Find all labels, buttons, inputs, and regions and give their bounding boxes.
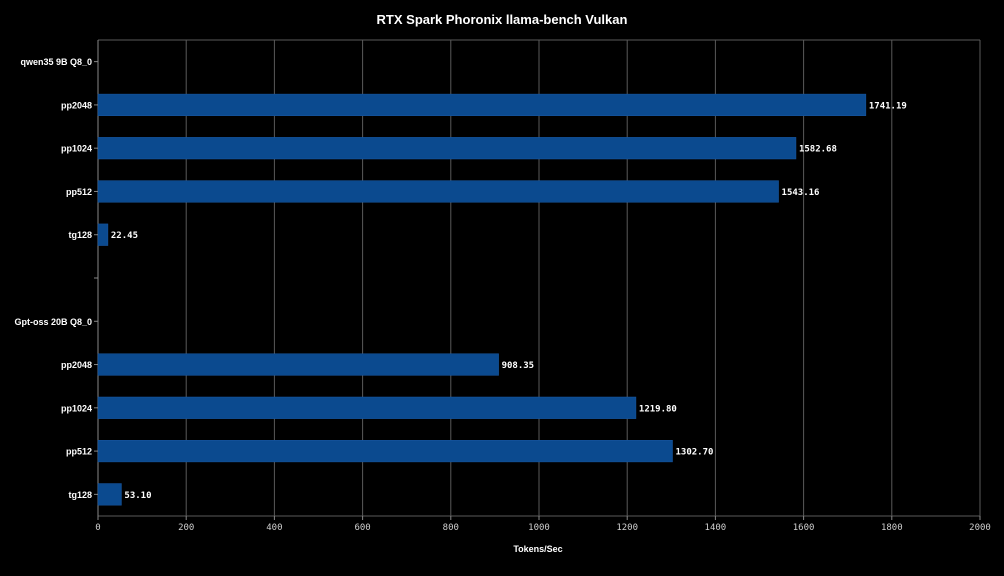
category-label: pp2048 (61, 100, 92, 110)
bar-value-label: 1543.16 (782, 188, 820, 198)
bar-value-label: 22.45 (111, 231, 138, 241)
category-label: tg128 (68, 230, 92, 240)
bar (97, 396, 637, 419)
x-tick-label: 1400 (705, 523, 727, 533)
x-tick-label: 1200 (616, 523, 638, 533)
x-axis-ticks: 0 200 400 600 800 1000 1200 1400 1600 1800 2000 (95, 516, 991, 533)
x-tick-label: 200 (178, 523, 194, 533)
x-tick-label: 1600 (793, 523, 815, 533)
bar (97, 180, 779, 203)
category-label: tg128 (68, 490, 92, 500)
bar-value-label: 1219.80 (639, 404, 677, 414)
bar (97, 483, 122, 506)
x-tick-label: 0 (95, 523, 100, 533)
x-tick-label: 800 (443, 523, 459, 533)
bar-value-label: 53.10 (124, 491, 151, 501)
x-tick-label: 1800 (881, 523, 903, 533)
category-label: pp2048 (61, 360, 92, 370)
group-label: qwen35 9B Q8_0 (20, 57, 92, 67)
bar-value-label: 908.35 (502, 361, 535, 371)
bar (97, 353, 499, 376)
category-label: pp1024 (61, 403, 92, 413)
bar-value-label: 1302.70 (675, 448, 713, 458)
x-axis-title: Tokens/Sec (513, 544, 562, 554)
x-tick-label: 2000 (969, 523, 991, 533)
bar (97, 93, 867, 116)
category-label: pp512 (66, 187, 92, 197)
bars: 1741.19 1582.68 1543.16 22.45 908.35 1219.80 1… (97, 93, 907, 506)
bar (97, 440, 673, 463)
x-tick-label: 400 (266, 523, 282, 533)
category-label: pp512 (66, 447, 92, 457)
bar-value-label: 1741.19 (869, 101, 907, 111)
bar (97, 137, 797, 160)
bar (97, 223, 109, 246)
x-tick-label: 600 (354, 523, 370, 533)
group-label: Gpt-oss 20B Q8_0 (14, 317, 92, 327)
chart-title: RTX Spark Phoronix llama-bench Vulkan (377, 12, 628, 27)
bar-value-label: 1582.68 (799, 145, 837, 155)
x-tick-label: 1000 (528, 523, 550, 533)
category-label: pp1024 (61, 144, 92, 154)
y-axis-labels: qwen35 9B Q8_0 pp2048 pp1024 pp512 tg128 Gpt-… (14, 57, 98, 500)
